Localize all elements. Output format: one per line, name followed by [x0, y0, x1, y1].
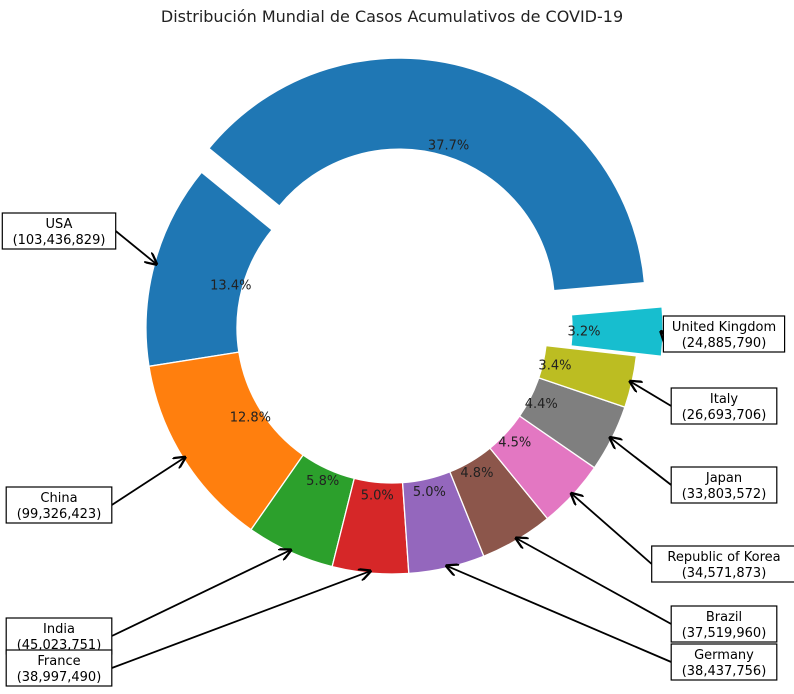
callout-box-france: [5, 649, 113, 687]
callout-arrow-france: [111, 571, 371, 669]
slices-group: [145, 57, 664, 575]
pct-label-india: 5.8%: [306, 474, 339, 489]
pct-label-brazil: 4.8%: [460, 466, 493, 481]
callout-india: India (45,023,751): [5, 550, 291, 655]
callout-box-china: [5, 486, 113, 524]
callout-arrow-republic-of-korea: [571, 493, 653, 565]
pct-label-italy: 3.4%: [538, 359, 571, 374]
callout-text-united-kingdom: United Kingdom (24,885,790): [672, 320, 776, 351]
pct-label-germany: 5.0%: [413, 485, 446, 500]
callout-text-brazil: Brazil (37,519,960): [682, 610, 767, 641]
callout-japan: Japan (33,803,572): [610, 438, 778, 504]
callout-arrow-japan: [610, 438, 672, 486]
callout-text-usa: USA (103,436,829): [13, 217, 106, 248]
pct-label-republic-of-korea: 4.5%: [498, 435, 531, 450]
callout-text-republic-of-korea: Republic of Korea (34,571,873): [667, 550, 780, 581]
pct-label-united-kingdom: 3.2%: [567, 325, 600, 340]
callout-brazil: Brazil (37,519,960): [516, 538, 778, 643]
callout-france: France (38,997,490): [5, 571, 371, 687]
callout-box-india: [5, 617, 113, 655]
callout-arrow-brazil: [516, 538, 672, 625]
callout-text-japan: Japan (33,803,572): [682, 471, 767, 502]
callout-arrow-italy: [630, 381, 672, 407]
callout-arrow-china: [111, 457, 185, 506]
callout-box-brazil: [670, 605, 778, 643]
callout-text-germany: Germany (38,437,756): [682, 648, 767, 679]
pct-label-france: 5.0%: [361, 488, 394, 503]
callout-arrow-usa: [115, 230, 157, 264]
callout-text-china: China (99,326,423): [17, 491, 102, 522]
percent-labels-group: 37.7% 13.4% 12.8% 5.8% 5.0% 5.0% 4.8% 4.5% 4.4% 3…: [210, 139, 600, 504]
pct-label-unlabeled: 37.7%: [428, 139, 469, 154]
callout-china: China (99,326,423): [5, 457, 185, 524]
chart-title: Distribución Mundial de Casos Acumulativ…: [161, 7, 623, 26]
callout-text-italy: Italy (26,693,706): [682, 392, 767, 423]
callout-text-france: France (38,997,490): [17, 654, 102, 685]
callout-box-germany: [670, 643, 778, 681]
callout-republic-of-korea: Republic of Korea (34,571,873): [571, 493, 794, 583]
pct-label-usa: 13.4%: [210, 278, 251, 293]
callouts-group: USA (103,436,829) China (99,326,423) India (4…: [1, 212, 794, 687]
callout-italy: Italy (26,693,706): [630, 381, 778, 425]
callout-box-united-kingdom: [662, 315, 786, 353]
callout-germany: Germany (38,437,756): [447, 566, 778, 681]
slice-unlabeled: [208, 57, 646, 292]
pct-label-china: 12.8%: [230, 410, 271, 425]
callout-united-kingdom: United Kingdom (24,885,790): [661, 315, 786, 353]
callout-arrow-germany: [447, 566, 672, 663]
callout-arrow-india: [111, 550, 291, 637]
callout-text-india: India (45,023,751): [17, 622, 102, 653]
callout-box-japan: [670, 466, 778, 504]
slice-usa: [145, 171, 273, 368]
callout-usa: USA (103,436,829): [1, 212, 157, 264]
callout-box-usa: [1, 212, 117, 250]
callout-box-republic-of-korea: [651, 545, 794, 583]
pct-label-japan: 4.4%: [525, 397, 558, 412]
callout-box-italy: [670, 387, 778, 425]
